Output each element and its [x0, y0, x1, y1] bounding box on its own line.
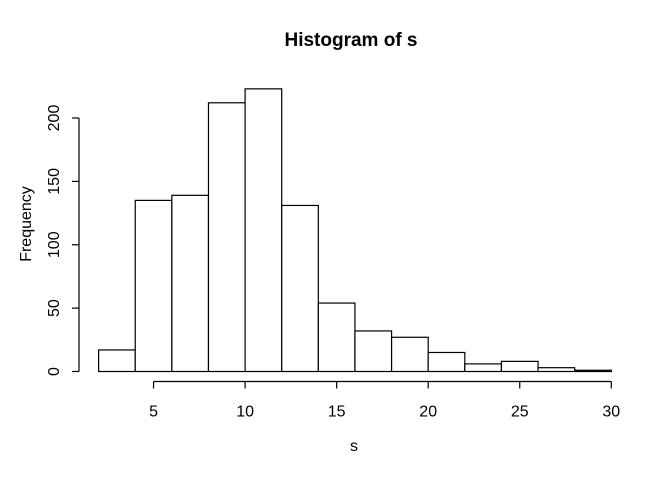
- histogram-bar: [427, 351, 466, 373]
- x-tick-label: 20: [419, 404, 437, 421]
- x-tick-label: 15: [328, 404, 346, 421]
- x-tick-label: 10: [236, 404, 254, 421]
- histogram-bar: [207, 102, 246, 373]
- histogram-bar: [537, 367, 576, 373]
- x-tick-label: 30: [602, 404, 620, 421]
- histogram-bar: [171, 194, 210, 373]
- x-axis: 5 10 15 20 25 30: [149, 380, 620, 421]
- y-tick-label: 50: [46, 299, 63, 317]
- histogram-bar: [464, 363, 503, 373]
- y-tick-label: 100: [46, 231, 63, 258]
- histogram-bar: [390, 336, 429, 373]
- histogram-bar: [354, 330, 393, 373]
- histogram-bar: [244, 88, 283, 373]
- x-axis-label: s: [350, 438, 358, 455]
- y-tick-label: 0: [46, 367, 63, 376]
- histogram-bar: [574, 369, 612, 373]
- y-axis: 0 50 100 150 200: [46, 105, 80, 376]
- histogram-bar: [500, 360, 539, 373]
- histogram-bar: [134, 199, 173, 373]
- histogram-bar: [98, 349, 136, 373]
- chart-title: Histogram of s: [284, 30, 417, 51]
- histogram-bar: [317, 302, 356, 373]
- x-tick-label: 25: [511, 404, 529, 421]
- histogram-bars: [98, 88, 612, 373]
- y-tick-label: 200: [46, 105, 63, 132]
- histogram-bar: [281, 204, 319, 373]
- y-tick-label: 150: [46, 168, 63, 195]
- x-tick-label: 5: [149, 404, 158, 421]
- y-axis-label: Frequency: [18, 186, 35, 262]
